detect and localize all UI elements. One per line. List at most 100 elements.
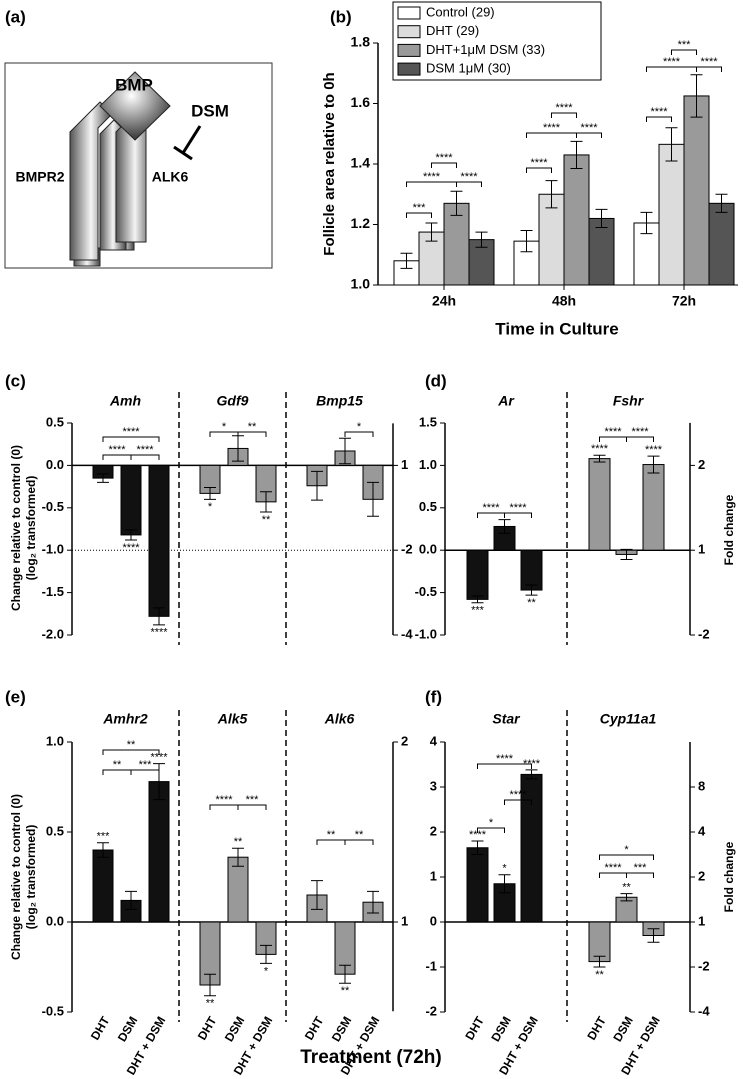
error-bar [450,190,463,216]
sig-bracket [102,436,160,442]
sig-label: *** [634,862,648,874]
y-tick-label: 1.0 [419,457,437,472]
panel-label: (d) [425,371,447,390]
error-bar [593,454,606,463]
bar [588,921,611,963]
error-bar [620,893,633,902]
bmp-ligand [99,71,171,141]
bar [443,202,470,286]
y-tick-label: 1.0 [351,276,371,292]
sig-label: **** [650,106,668,118]
y-tick-label: 0.5 [419,499,437,514]
gene-label: Bmp15 [316,393,363,409]
y2-tick-label: 1 [698,542,705,557]
bar [148,464,170,617]
sig-bracket [456,181,482,187]
error-bar [545,180,558,209]
error-bar [311,880,323,910]
significance-label: ** [206,998,215,1010]
y-tick-label: 0 [430,913,437,928]
sig-label: **** [631,426,649,438]
sig-label: **** [543,122,561,134]
legend-frame [392,1,602,81]
inhibitor-bar [173,145,193,161]
sig-bracket [551,112,577,118]
error-bar [425,222,438,242]
y-axis-label: (log₂ transformed) [24,476,38,581]
error-bar [311,470,323,501]
legend-label: DHT+1μM DSM (33) [426,42,545,57]
sig-label: **** [509,789,527,801]
gene-label: Ar [497,393,515,409]
sig-label: * [222,421,227,433]
y-axis-label: Change relative to control (0) [9,794,23,960]
legend-swatch [397,25,421,39]
bar [148,781,170,923]
significance-label: **** [122,542,140,554]
y-tick-label: 0.0 [46,457,64,472]
x-tick-label: DSM [115,1014,140,1044]
error-bar [593,955,606,968]
gene-label: Fshr [613,393,645,409]
sig-bracket [626,436,654,442]
error-bar [665,127,678,162]
bar [513,240,540,286]
y-tick-label: 1.8 [351,34,371,50]
error-bar [647,928,660,943]
y-tick-label: -0.5 [42,1003,64,1018]
significance-label: *** [97,831,111,843]
error-bar [260,944,272,964]
y-tick-label: 1 [430,868,437,883]
legend-label: DHT (29) [426,23,479,38]
panel-label: (b) [330,7,352,26]
error-bar [339,437,351,465]
y-tick-label: -1.0 [42,542,64,557]
sig-bracket [477,763,532,769]
error-bar [204,973,216,997]
y-tick-label: -0.5 [415,584,437,599]
sig-label: ** [327,829,336,841]
error-bar [471,595,484,604]
error-bar [520,230,533,253]
y2-tick-label: -4 [698,1003,710,1018]
gene-label: Star [492,711,521,727]
sig-bracket [344,431,374,437]
x-tick-label: 48h [552,293,576,309]
x-tick-label: 72h [672,293,696,309]
x-tick-label: DSM [222,1014,247,1044]
x-tick-label: DHT [462,1014,487,1043]
y2-tick-label: 4 [698,823,706,838]
y2-tick-label: 1 [698,913,705,928]
sig-label: **** [215,794,233,806]
y-tick-label: 1.2 [351,215,371,231]
sig-label: ** [113,759,122,771]
x-tick-label: DSM [329,1014,354,1044]
sig-bracket [599,854,654,860]
y2-tick-label: -4 [401,626,413,641]
significance-label: **** [150,627,168,639]
significance-label: ** [341,985,350,997]
sig-label: ** [127,739,136,751]
bar [588,217,615,286]
bar [563,154,590,286]
y-tick-label: 1.0 [46,733,64,748]
bar [92,849,114,923]
panel-label: (a) [5,7,26,26]
x-tick-label: DHT [302,1014,327,1043]
y-tick-label: -2 [425,1003,437,1018]
y-tick-label: 1.6 [351,94,371,110]
sig-label: **** [423,171,441,183]
error-bar [640,211,653,235]
inhibitor-label: DSM [191,101,229,120]
y-tick-label: 3 [430,778,437,793]
y-tick-label: 0.0 [46,913,64,928]
legend-swatch [397,62,421,76]
y2-tick-label: 8 [698,778,705,793]
error-bar [620,548,633,561]
y-tick-label: 0.0 [419,542,437,557]
gene-label: Alk5 [217,711,248,727]
sig-label: **** [108,444,126,456]
sig-bracket [237,431,267,437]
gene-label: Alk6 [324,711,355,727]
error-bar [475,231,488,248]
